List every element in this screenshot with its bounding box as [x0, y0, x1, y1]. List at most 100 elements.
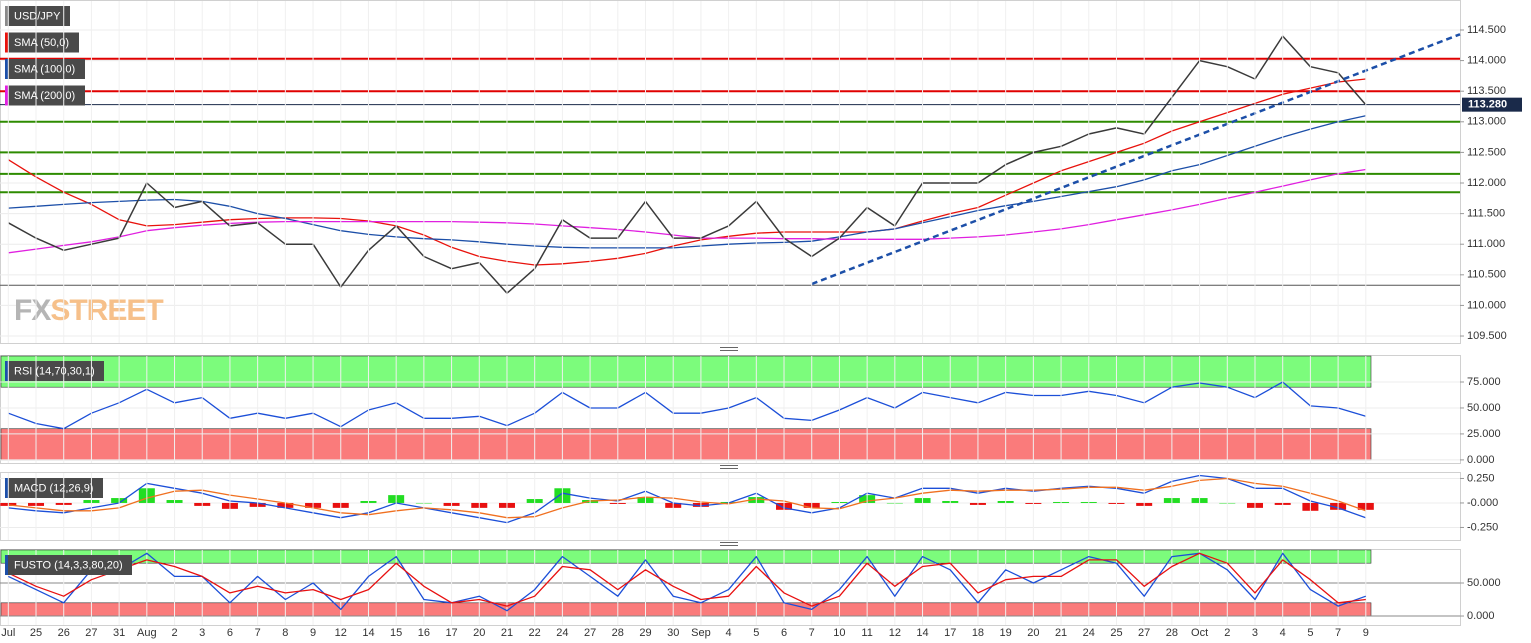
x-tick-label: 22: [529, 627, 541, 639]
series-line: [8, 552, 1367, 612]
legend-swatch: [5, 32, 8, 53]
x-tick-label: 18: [972, 627, 984, 639]
y-tick-label: 110.000: [1467, 299, 1506, 311]
x-tick-label: 3: [199, 627, 205, 639]
series-line: [8, 115, 1366, 249]
legend-box: [5, 59, 85, 79]
price-line: [7, 35, 1367, 294]
y-tick-label: -0.250: [1467, 521, 1498, 533]
y-tick-label: 50.000: [1467, 577, 1501, 589]
y-tick-label: 110.500: [1467, 269, 1506, 281]
x-tick-label: 5: [1307, 627, 1313, 639]
legend-label: SMA (200,0): [14, 90, 75, 102]
x-tick-label: 10: [833, 627, 845, 639]
y-tick-label: 109.500: [1467, 330, 1507, 342]
x-tick-label: 5: [753, 627, 759, 639]
x-tick-label: 7: [1335, 627, 1341, 639]
x-tick-label: 15: [390, 627, 402, 639]
panel: 109.500 110.000 110.500 111.000 111.500 112.0…: [0, 0, 1522, 344]
x-tick-label: 14: [916, 627, 928, 639]
y-tick-label: 113.500: [1467, 85, 1506, 97]
series-line: [8, 552, 1366, 607]
zone: [0, 549, 1372, 564]
x-tick-label: 27: [584, 627, 596, 639]
x-tick-label: 29: [639, 627, 651, 639]
x-tick-label: Sep: [691, 627, 711, 639]
x-tick-label: 7: [255, 627, 261, 639]
legend-box: [5, 361, 104, 381]
watermark: FXSTREET: [14, 294, 163, 327]
legend-swatch: [5, 59, 8, 79]
legend-swatch: [5, 6, 8, 26]
x-tick-label: 20: [1027, 627, 1039, 639]
series-line: [8, 474, 1367, 524]
x-tick-label: 9: [310, 627, 316, 639]
last-price-box: [1462, 97, 1522, 112]
legend-box: [5, 6, 70, 26]
x-tick-label: Oct: [1191, 627, 1208, 639]
y-tick-label: -0.000: [1467, 497, 1498, 509]
x-tick-label: 7: [809, 627, 815, 639]
last-price-label: 113.280: [1468, 99, 1507, 111]
zone: [0, 428, 1372, 461]
x-tick-label: 28: [1166, 627, 1178, 639]
x-tick-label: 8: [282, 627, 288, 639]
legend-box: [5, 478, 103, 498]
x-tick-label: 24: [1083, 627, 1095, 639]
x-tick-label: 6: [227, 627, 233, 639]
x-tick-label: 19: [1000, 627, 1012, 639]
zone: [0, 355, 1372, 388]
legend-swatch: [5, 555, 8, 575]
y-tick-label: 111.500: [1467, 208, 1505, 220]
y-tick-label: 25.000: [1467, 428, 1501, 440]
legend-label: RSI (14,70,30,1): [14, 365, 95, 377]
x-tick-label: 17: [944, 627, 956, 639]
x-tick-label: 11: [861, 627, 872, 639]
x-tick-label: 28: [612, 627, 624, 639]
x-tick-label: 25: [30, 627, 42, 639]
x-tick-label: Jul: [1, 627, 15, 639]
x-tick-label: 16: [418, 627, 430, 639]
x-tick-label: 4: [726, 627, 732, 639]
panel-frame: [0, 472, 1461, 541]
legend-swatch: [5, 85, 8, 106]
x-tick-label: 25: [1110, 627, 1122, 639]
x-tick-label: 21: [1055, 627, 1067, 639]
x-tick-label: 6: [781, 627, 787, 639]
y-tick-label: 0.000: [1467, 454, 1495, 466]
x-tick-label: 12: [889, 627, 901, 639]
watermark-right: STREET: [50, 294, 163, 327]
x-tick-label: 21: [501, 627, 513, 639]
x-tick-label: 27: [85, 627, 97, 639]
y-tick-label: 0.000: [1467, 610, 1495, 622]
panel-handles: [720, 347, 738, 546]
x-tick-label: 26: [58, 627, 70, 639]
x-tick-label: 12: [335, 627, 347, 639]
watermark-left: FX: [14, 294, 51, 327]
legend-label: SMA (100,0): [14, 63, 75, 75]
x-tick-label: 4: [1280, 627, 1286, 639]
x-tick-label: 3: [1252, 627, 1258, 639]
series-line: [7, 78, 1366, 266]
y-tick-label: 114.000: [1467, 55, 1506, 67]
x-tick-label: Aug: [137, 627, 157, 639]
y-tick-label: 114.500: [1467, 24, 1506, 36]
y-tick-label: 75.000: [1467, 376, 1501, 388]
legend-swatch: [5, 361, 8, 381]
legend-box: [5, 555, 132, 575]
panel: 0.000 25.000 50.000 75.000 RSI (14,70,30,1): [0, 355, 1501, 466]
x-tick-label: 2: [171, 627, 177, 639]
panel: 0.250 -0.000 -0.250 MACD (12,26,9): [0, 472, 1498, 541]
y-tick-label: 50.000: [1467, 402, 1501, 414]
legend-label: FUSTO (14,3,3,80,20): [14, 559, 123, 571]
y-tick-label: 111.000: [1467, 238, 1505, 250]
legend-box: [5, 85, 85, 106]
y-tick-label: 112.000: [1467, 177, 1506, 189]
x-tick-label: 30: [667, 627, 679, 639]
legend-box: [5, 32, 79, 53]
x-tick-label: 31: [113, 627, 125, 639]
x-tick-label: 27: [1138, 627, 1150, 639]
legend-label: MACD (12,26,9): [14, 482, 93, 494]
